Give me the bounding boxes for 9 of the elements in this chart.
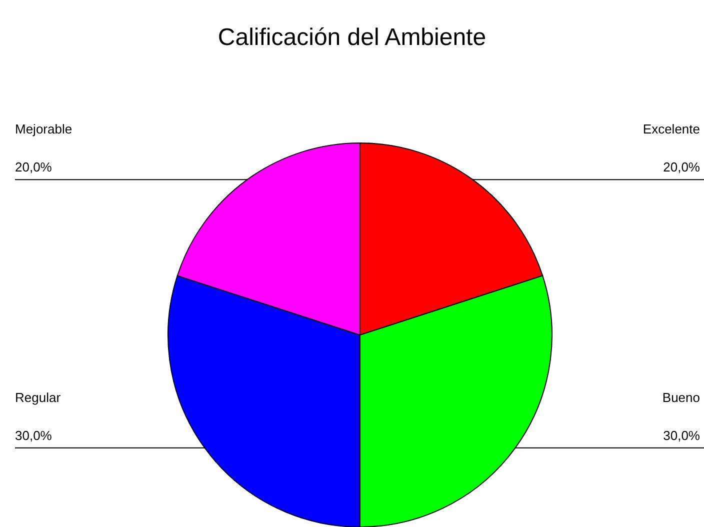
data-label: 30,0% — [663, 428, 700, 443]
data-label: 20,0% — [663, 160, 700, 175]
slice-label: Bueno — [662, 390, 700, 405]
slice-label: Regular — [15, 390, 62, 405]
chart-title: Calificación del Ambiente — [218, 24, 486, 51]
slice-label: Excelente — [642, 122, 700, 137]
slice-label: Mejorable — [15, 122, 72, 137]
data-label: 30,0% — [15, 428, 52, 443]
data-label: 20,0% — [15, 160, 52, 175]
